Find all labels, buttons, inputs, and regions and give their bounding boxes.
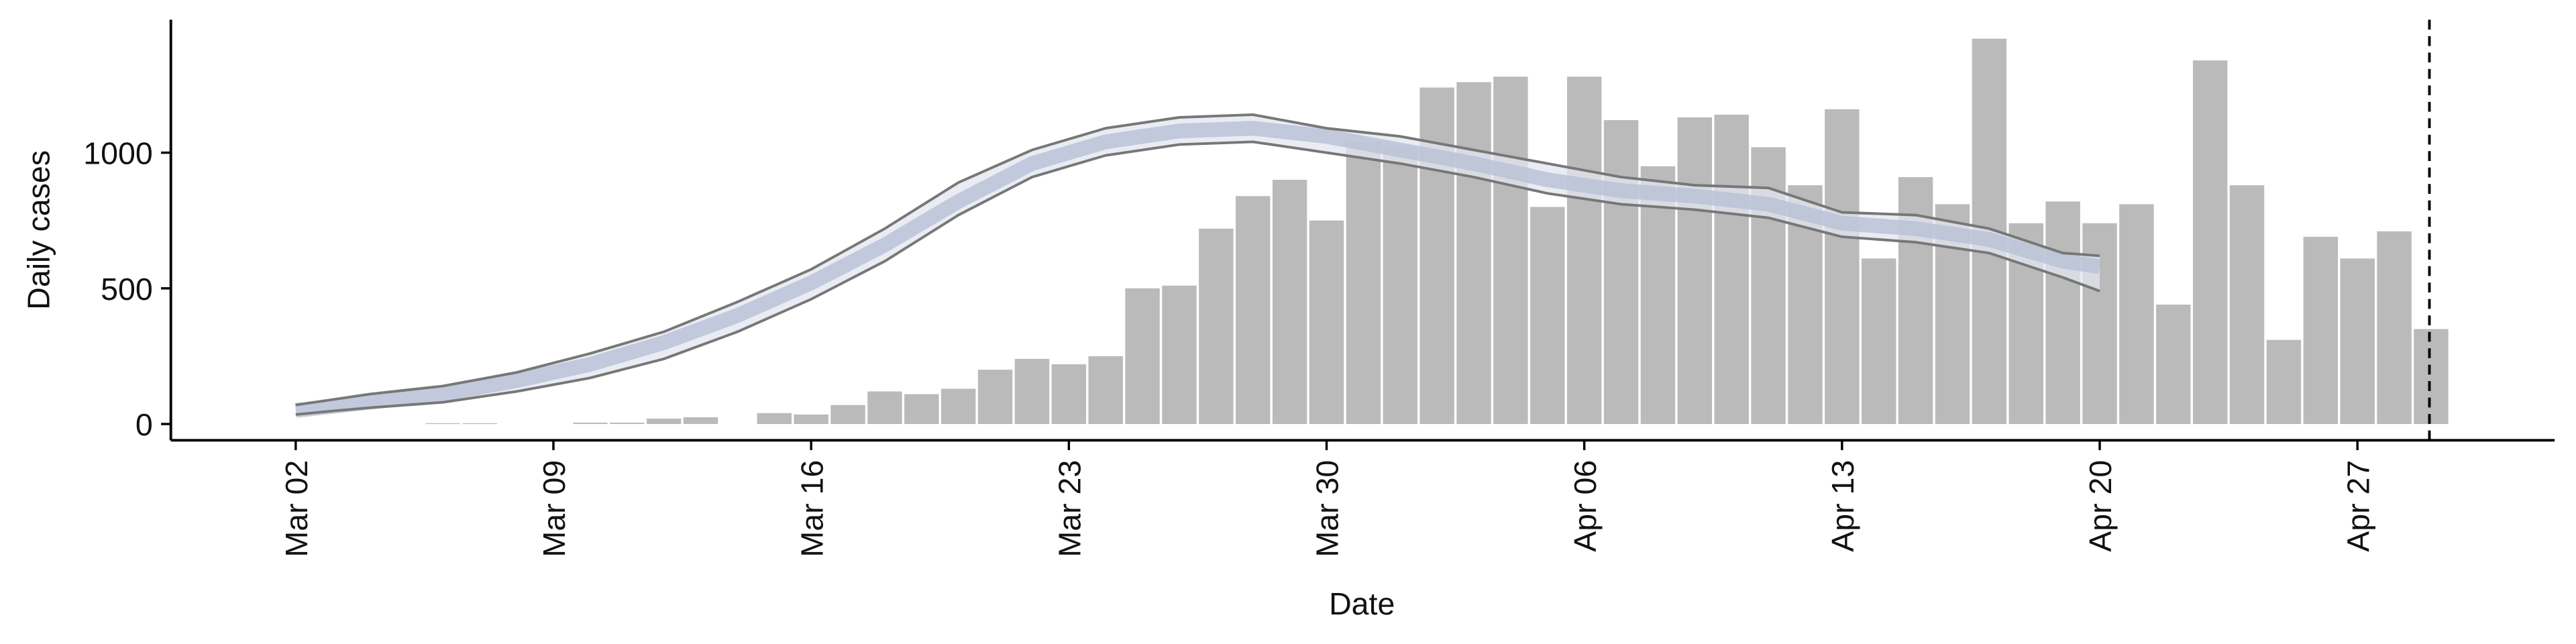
- bar: [1714, 114, 1749, 425]
- bar: [2156, 305, 2191, 425]
- bar: [1088, 356, 1123, 425]
- bar: [1862, 258, 1896, 425]
- bar: [2266, 339, 2302, 425]
- bar: [1236, 196, 1271, 425]
- x-tick-label: Apr 13: [1825, 460, 1860, 552]
- bar: [2414, 329, 2449, 425]
- bar: [683, 417, 718, 425]
- bar: [941, 388, 976, 425]
- bar: [2303, 236, 2339, 425]
- x-tick-label: Apr 20: [2083, 460, 2118, 552]
- x-tick-label: Mar 02: [279, 460, 314, 557]
- bar: [1346, 142, 1381, 425]
- bar: [462, 423, 497, 425]
- bar: [2377, 231, 2412, 425]
- y-tick-label: 0: [136, 407, 153, 442]
- bar: [867, 391, 902, 425]
- x-tick-label: Apr 06: [1568, 460, 1603, 552]
- bar: [1051, 364, 1087, 425]
- y-axis-label: Daily cases: [21, 150, 56, 310]
- bar: [830, 405, 865, 425]
- bar: [2119, 204, 2154, 425]
- upper-line: [295, 113, 2100, 407]
- y-tick-label: 500: [101, 272, 153, 307]
- bar: [1014, 358, 1050, 425]
- bar: [1383, 147, 1417, 425]
- bar: [1162, 285, 1197, 425]
- x-tick-label: Mar 23: [1052, 460, 1087, 557]
- bar: [2045, 201, 2080, 425]
- bar: [1825, 109, 1860, 425]
- x-tick-label: Mar 16: [794, 460, 829, 557]
- y-tick-label: 1000: [83, 136, 152, 171]
- median-line: [294, 121, 2101, 418]
- bar: [646, 418, 682, 425]
- x-tick-label: Apr 27: [2341, 460, 2375, 552]
- bar: [1125, 288, 1160, 425]
- bar: [904, 394, 939, 425]
- bar: [794, 414, 828, 425]
- bar: [2340, 258, 2375, 425]
- bar: [1493, 76, 1528, 425]
- bar: [610, 423, 645, 425]
- bar: [2082, 223, 2117, 425]
- bar: [1272, 180, 1307, 425]
- bar: [1530, 207, 1565, 425]
- bar: [977, 370, 1013, 425]
- bar: [1640, 166, 1676, 425]
- bar: [1603, 120, 1639, 425]
- x-axis-label: Date: [1329, 586, 1395, 621]
- bar: [1677, 117, 1713, 425]
- lower-line: [295, 140, 2100, 416]
- bar: [573, 423, 608, 425]
- bar: [2229, 185, 2265, 425]
- x-tick-label: Mar 30: [1310, 460, 1345, 557]
- bar: [2192, 60, 2228, 425]
- x-tick-label: Mar 09: [537, 460, 572, 557]
- bar: [1419, 87, 1454, 425]
- bar: [1456, 82, 1491, 425]
- bar: [1309, 220, 1344, 425]
- bar: [425, 423, 461, 425]
- bar: [1566, 76, 1602, 425]
- bar: [1199, 228, 1234, 425]
- bar: [757, 413, 792, 425]
